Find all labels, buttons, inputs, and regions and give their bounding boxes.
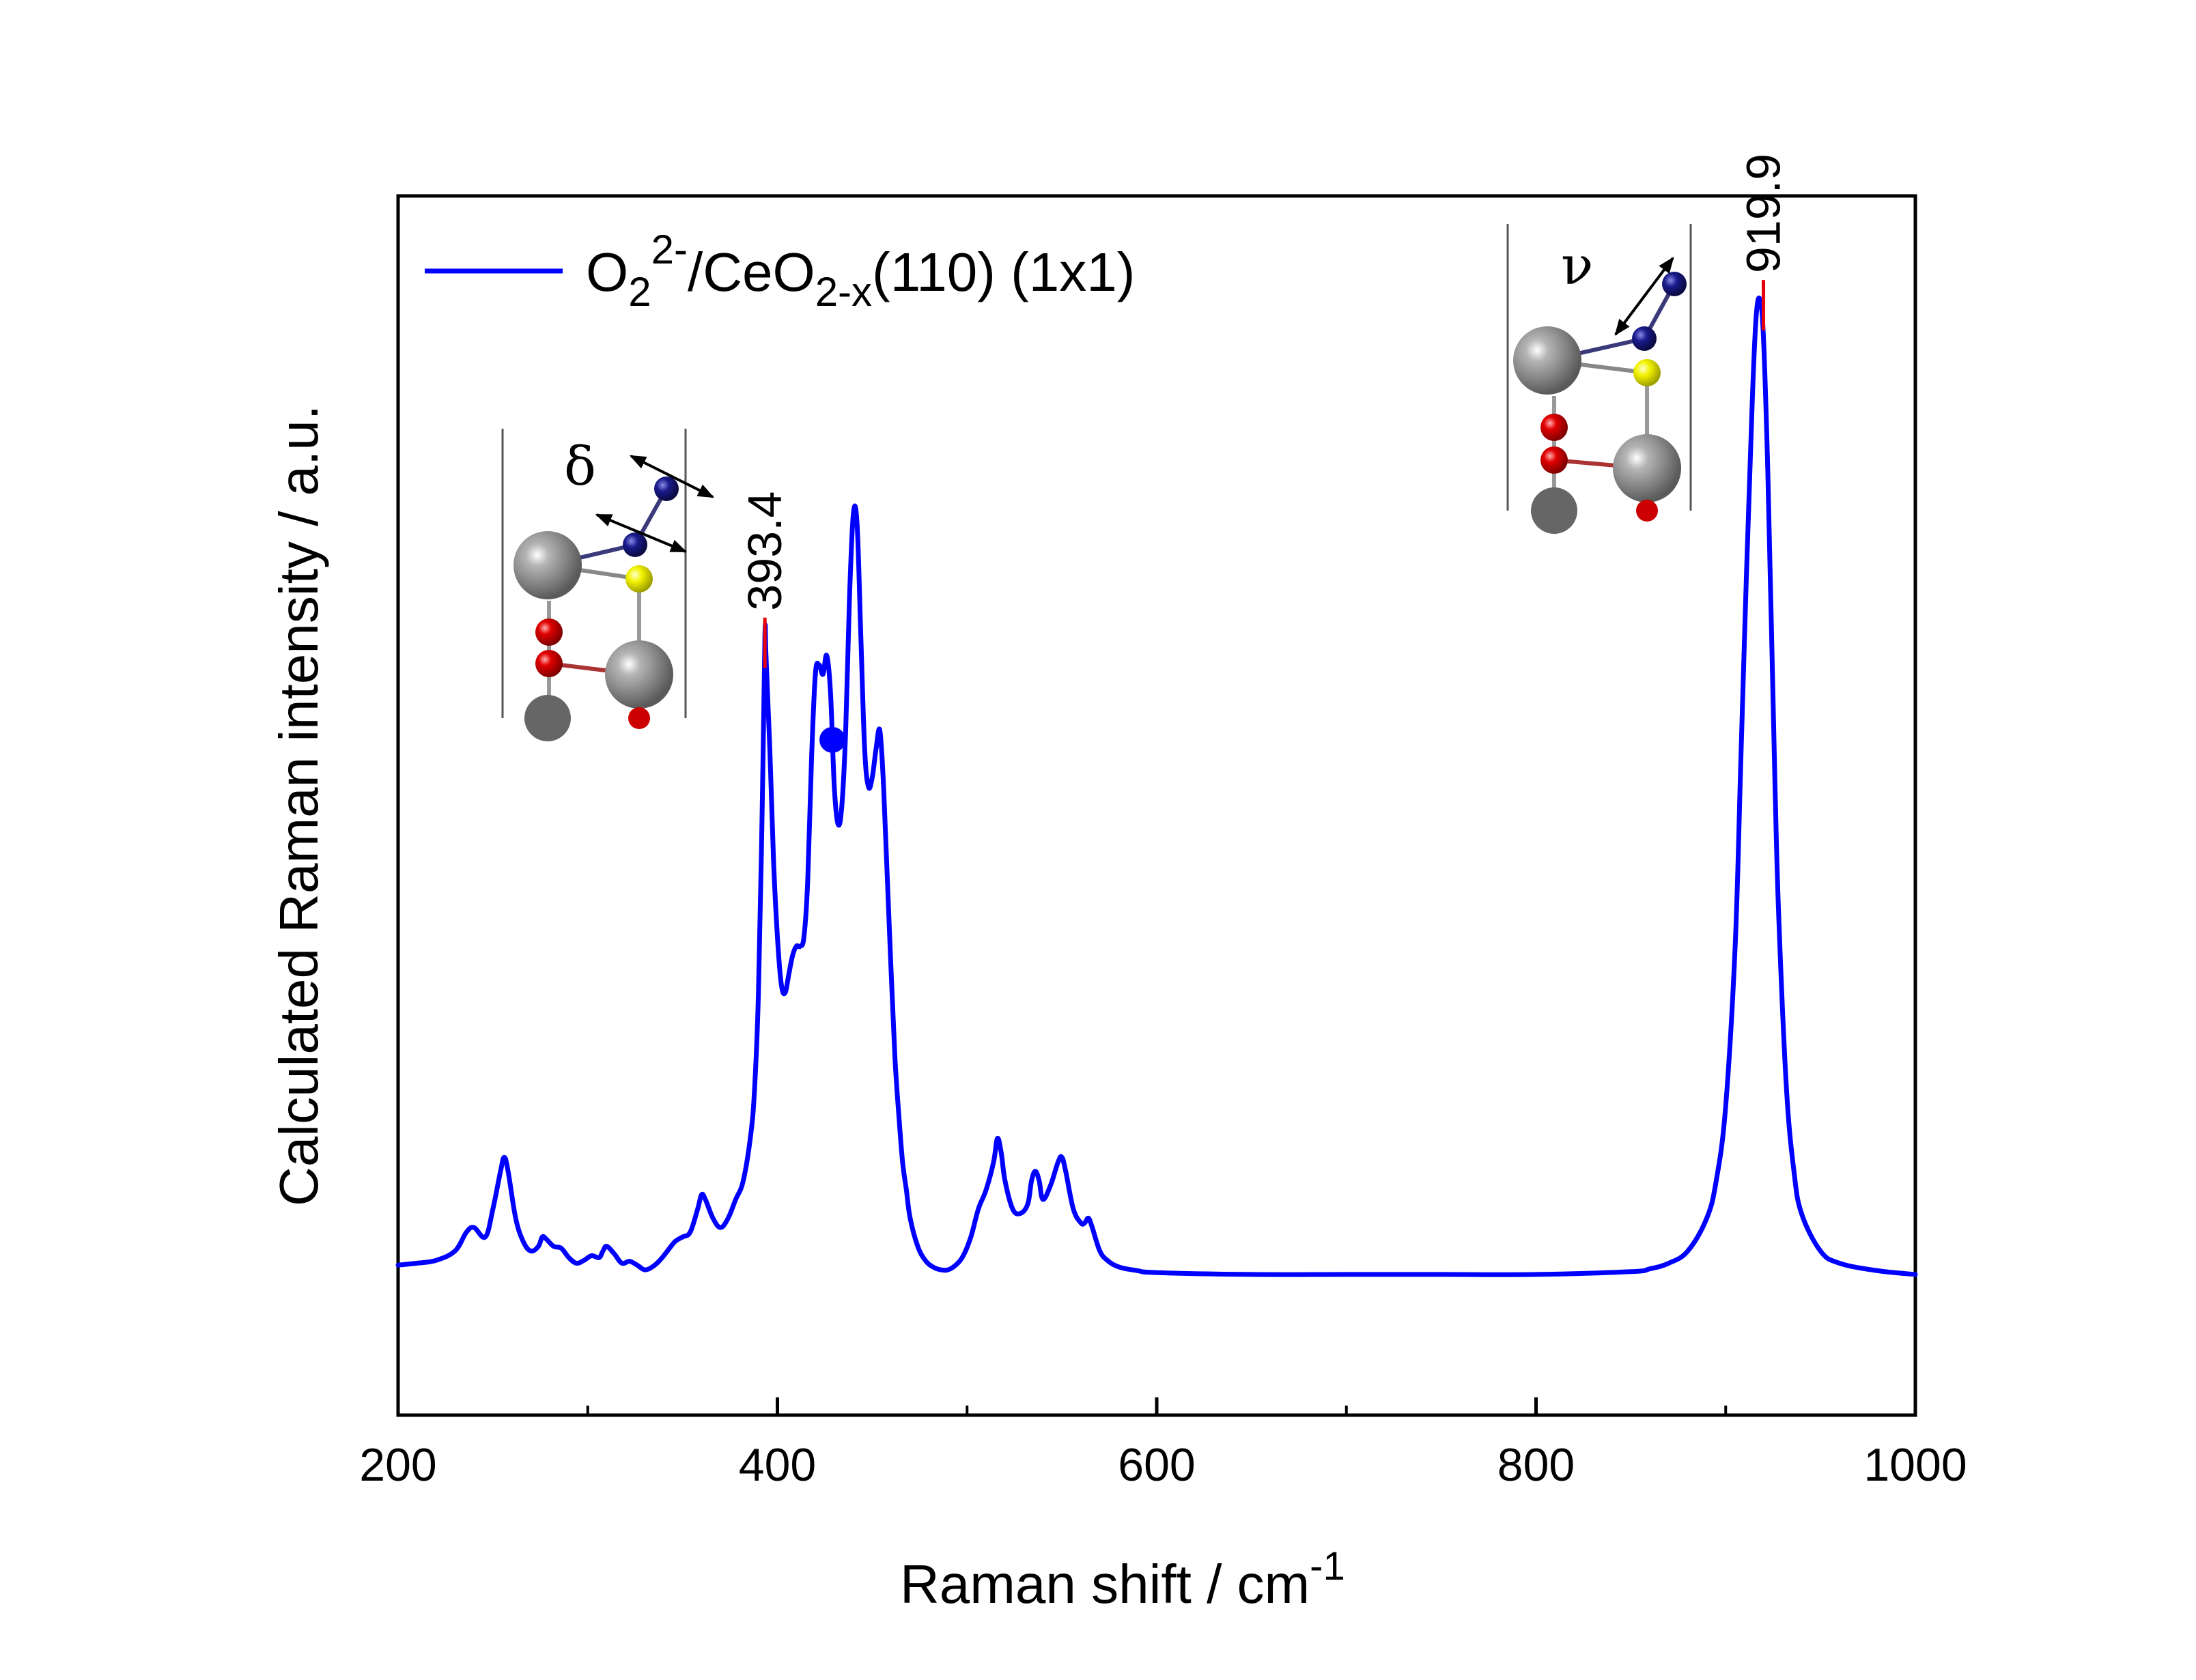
peak-label: 919.9	[1737, 154, 1790, 273]
peak-label: 393.4	[738, 492, 791, 611]
highlight-point	[819, 726, 846, 753]
x-axis-title: Raman shift / cm-1	[900, 1544, 1345, 1614]
x-tick-label: 600	[1118, 1439, 1195, 1491]
y-axis-title: Calculated Raman intensity / a.u.	[268, 405, 329, 1206]
x-tick-label: 1000	[1863, 1439, 1967, 1491]
inset-nu-label: ν	[1561, 236, 1593, 297]
x-tick-label: 800	[1497, 1439, 1575, 1491]
inset-delta-label: δ	[564, 436, 596, 498]
legend: O22-/CeO2-x(110) (1x1)	[425, 227, 1135, 315]
inset-delta-structure: δ	[501, 429, 715, 741]
inset-nu-structure: ν	[1506, 224, 1692, 534]
peak-markers	[763, 280, 1766, 668]
legend-label: O22-/CeO2-x(110) (1x1)	[586, 227, 1135, 315]
series-line	[395, 296, 1918, 1277]
x-tick-label: 400	[739, 1439, 816, 1491]
x-axis-ticks: 200 400 600 800 1000	[359, 1397, 1967, 1491]
plot-frame	[396, 194, 1917, 1417]
x-tick-label: 200	[359, 1439, 436, 1491]
peak-labels: 393.4 919.9	[738, 154, 1790, 611]
